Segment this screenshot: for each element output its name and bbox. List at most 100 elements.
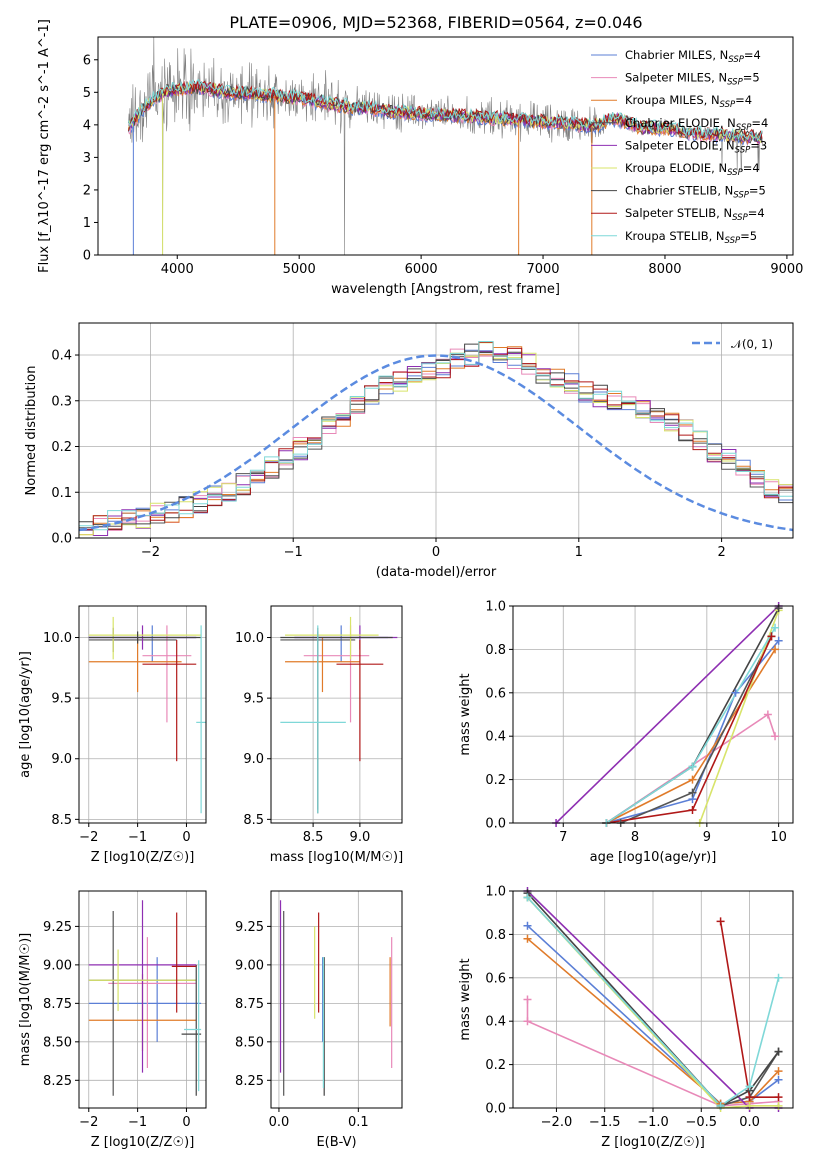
plot-frame (270, 890, 403, 1109)
y-tick-label: 8.5 (51, 813, 72, 828)
panel-mass_vs_Z: −2 −1 0 8.25 8.50 8.75 9.00 9.25 Z [log10(Z/Z☉)]… (18, 890, 207, 1150)
y-tick-label: 5 (83, 86, 91, 101)
weight-line (526, 938, 780, 1105)
residual-histogram (79, 341, 793, 531)
x-tick-label: 7000 (526, 262, 559, 277)
x-tick-label: 0 (182, 1115, 190, 1130)
weight-marker (688, 775, 697, 784)
panel-age_vs_mass: 8.5 9.0 8.5 9.0 9.5 10.0 mass [log10(M/M☉)] (235, 605, 403, 865)
x-tick-label: 0.1 (348, 1115, 369, 1130)
x-tick-label: −1.5 (589, 1115, 621, 1130)
x-axis-label: age [log10(age/yr)] (590, 850, 717, 865)
weight-marker (774, 1075, 783, 1084)
x-axis-label: wavelength [Angstrom, rest frame] (331, 282, 560, 297)
y-axis-label: Normed distribution (24, 366, 39, 496)
y-tick-label: 0.2 (485, 1058, 506, 1073)
y-tick-label: 9.00 (235, 958, 264, 973)
x-tick-label: 8000 (648, 262, 681, 277)
y-tick-label: 1.0 (485, 885, 506, 900)
x-tick-label: 8 (631, 830, 639, 845)
y-tick-label: 0.0 (51, 532, 72, 547)
panel-spectrum: 4000 5000 6000 7000 8000 9000 0 1 2 3 4 5 6 wavelengt… (37, 13, 803, 297)
legend-label: Kroupa MILES, NSSP=4 (625, 93, 752, 110)
weight-line (526, 892, 780, 1107)
y-tick-label: 10.0 (235, 631, 264, 646)
y-axis-label: mass weight (458, 673, 473, 755)
y-tick-label: 0.4 (485, 730, 506, 745)
weight-line (606, 636, 773, 823)
y-tick-label: 1 (83, 216, 91, 231)
legend-label: Salpeter STELIB, NSSP=4 (625, 206, 765, 223)
residual-histogram (79, 342, 793, 536)
legend-label: Kroupa ELODIE, NSSP=4 (625, 161, 760, 178)
x-tick-label: −2.0 (541, 1115, 573, 1130)
weight-marker (774, 1067, 783, 1076)
legend-label: Chabrier STELIB, NSSP=5 (625, 184, 766, 201)
weight-marker (763, 710, 772, 719)
legend-label: Chabrier MILES, NSSP=4 (625, 48, 761, 65)
y-tick-label: 8.25 (235, 1074, 264, 1089)
x-tick-label: 10 (770, 830, 787, 845)
weight-marker (774, 1093, 783, 1102)
y-tick-label: 9.00 (43, 958, 72, 973)
weight-marker (771, 732, 780, 741)
x-axis-label: (data-model)/error (376, 565, 497, 580)
weight-marker (688, 805, 697, 814)
x-tick-label: 7 (559, 830, 567, 845)
y-tick-label: 0.3 (51, 394, 72, 409)
y-tick-label: 8.50 (43, 1035, 72, 1050)
y-tick-label: 0 (83, 249, 91, 264)
x-tick-label: 0 (432, 545, 440, 560)
y-tick-label: 0.8 (485, 643, 506, 658)
weight-marker (688, 762, 697, 771)
plot-frame (512, 890, 794, 1109)
y-axis-label: Flux [f_λ10^-17 erg cm^-2 s^-1 A^-1] (37, 19, 52, 273)
y-tick-label: 9.0 (51, 752, 72, 767)
legend-label: Chabrier ELODIE, NSSP=4 (625, 116, 768, 133)
x-tick-label: −1 (284, 545, 303, 560)
x-tick-label: 8.5 (303, 830, 324, 845)
legend-label: 𝒩(0, 1) (731, 337, 773, 351)
plot-frame (97, 36, 794, 256)
x-tick-label: 0.0 (739, 1115, 760, 1130)
plot-frame (78, 322, 794, 539)
plot-frame (270, 605, 403, 824)
x-axis-label: Z [log10(Z/Z☉)] (91, 850, 195, 865)
y-tick-label: 0.0 (485, 817, 506, 832)
x-tick-label: −2 (141, 545, 160, 560)
weight-marker (774, 636, 783, 645)
x-tick-label: −0.5 (685, 1115, 717, 1130)
y-tick-label: 8.75 (235, 997, 264, 1012)
legend-label: Salpeter ELODIE, NSSP=3 (625, 138, 767, 155)
x-axis-label: Z [log10(Z/Z☉)] (91, 1135, 195, 1150)
weight-marker (774, 1047, 783, 1056)
y-tick-label: 9.5 (243, 692, 264, 707)
model-line (128, 80, 763, 140)
y-tick-label: 4 (83, 118, 91, 133)
y-tick-label: 10.0 (43, 631, 72, 646)
weight-marker (771, 645, 780, 654)
x-axis-label: Z [log10(Z/Z☉)] (601, 1135, 705, 1150)
y-tick-label: 0.0 (485, 1102, 506, 1117)
weight-marker (523, 934, 532, 943)
x-tick-label: 5000 (283, 262, 316, 277)
weight-marker (745, 1082, 754, 1091)
x-tick-label: 0.0 (269, 1115, 290, 1130)
x-tick-label: 0 (182, 830, 190, 845)
y-tick-label: 0.4 (485, 1015, 506, 1030)
weight-marker (523, 1017, 532, 1026)
plot-frame (512, 605, 794, 824)
y-tick-label: 0.6 (485, 686, 506, 701)
weight-line (555, 606, 780, 823)
weight-marker (771, 623, 780, 632)
model-line (128, 81, 763, 143)
legend-label: Salpeter MILES, NSSP=5 (625, 71, 760, 88)
plot-frame (78, 890, 207, 1109)
y-tick-label: 9.25 (235, 920, 264, 935)
y-axis-label: age [log10(age/yr)] (18, 651, 33, 778)
x-tick-label: 4000 (161, 262, 194, 277)
y-axis-label: mass weight (458, 958, 473, 1040)
y-tick-label: 8.5 (243, 813, 264, 828)
y-tick-label: 0.8 (485, 928, 506, 943)
